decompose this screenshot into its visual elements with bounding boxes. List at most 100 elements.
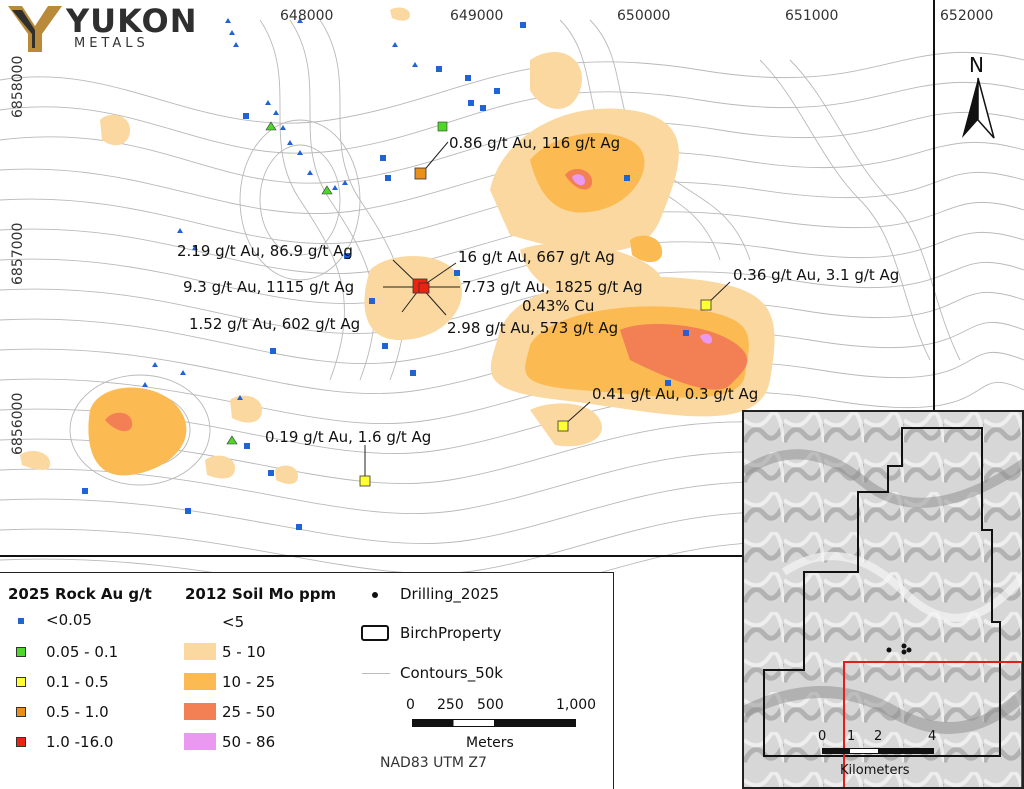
grid-labels: 648000 649000 650000 651000 652000 68580… [10,8,993,455]
rock-sample-marker [665,380,671,386]
rock-sample-marker [273,110,279,115]
rock-sample-marker [700,299,712,311]
soil-anomaly [620,324,748,390]
soil-legend-label: <5 [222,613,245,631]
property-legend-label: BirchProperty [400,624,502,642]
rock-sample-marker [480,105,486,111]
rock-sample-marker [412,62,418,67]
rock-samples-low [82,22,689,530]
rock-sample-marker [624,175,630,181]
drill-hole-icon [901,649,907,655]
soil-legend-label: 25 - 50 [222,703,276,721]
scale-tick: 0 [406,697,415,713]
rock-sample-marker [287,140,293,145]
rock-sample-marker [468,100,474,106]
rock-samples-green [226,121,448,445]
rock-sample-marker [342,180,348,185]
datum-label: NAD83 UTM Z7 [380,755,487,771]
sample-label: 16 g/t Au, 667 g/t Ag [458,248,615,266]
rock-sample-marker [265,100,271,105]
soil-anomalies [20,7,775,485]
inset-map: 0 1 2 4 Kilometers [742,410,1024,789]
rock-sample-marker [226,435,238,445]
rock-sample-marker [321,185,333,195]
rock-sample-marker [465,75,471,81]
soil-anomaly [700,333,712,344]
logo-sub: METALS [74,36,149,51]
sample-label: 0.36 g/t Au, 3.1 g/t Ag [733,266,899,284]
logo-name: YUKON [66,2,198,40]
rock-legend-label: 0.5 - 1.0 [46,703,109,721]
soil-anomaly [88,387,187,476]
rock-sample-marker [494,88,500,94]
rock-legend-title: 2025 Rock Au g/t [8,585,152,603]
rock-sample-marker [520,22,526,28]
inset-scale-tick: 4 [928,729,936,744]
sample-label: 0.43% Cu [522,297,594,315]
rock-sample-marker [437,121,448,132]
soil-anomaly [630,235,663,262]
contour-legend-swatch [362,673,390,674]
rock-legend-label: 1.0 -16.0 [46,733,114,751]
soil-anomaly [100,114,130,146]
north-label: N [969,53,984,77]
rock-legend-swatch [16,737,26,747]
rock-sample-marker [307,170,313,175]
rock-sample-marker [392,42,398,47]
scale-tick: 250 [437,697,464,713]
easting-label: 651000 [785,8,838,24]
scale-bar [412,719,576,727]
rock-sample-marker [557,420,569,432]
rock-sample-marker [177,228,183,233]
rock-sample-marker [185,508,191,514]
rock-legend-swatch [16,707,26,717]
soil-anomaly [572,174,585,186]
rock-sample-marker [265,121,277,131]
rock-legend-label: 0.1 - 0.5 [46,673,109,691]
logo: YUKON METALS [2,2,202,54]
rock-legend-label: <0.05 [46,611,92,629]
scale-tick: 500 [477,697,504,713]
soil-anomaly [530,51,582,109]
legend: 2025 Rock Au g/t 2012 Soil Mo ppm <0.05 … [0,572,614,789]
contour-legend-label: Contours_50k [400,664,503,682]
drilling-legend-dot-icon [372,592,378,598]
rock-sample-marker [82,488,88,494]
soil-legend-label: 10 - 25 [222,673,276,691]
rock-sample-marker [180,370,186,375]
rock-samples-high [359,167,712,487]
rock-sample-marker [454,270,460,276]
sample-labels: 0.86 g/t Au, 116 g/t Ag 2.19 g/t Au, 86.… [177,134,899,446]
main-map-extent [843,661,1022,787]
soil-anomaly [275,465,298,485]
sample-label: 2.98 g/t Au, 573 g/t Ag [447,319,618,337]
rock-sample-marker [380,155,386,161]
soil-anomaly [390,7,410,21]
drill-hole-icon [906,647,912,653]
sample-label: 1.52 g/t Au, 602 g/t Ag [189,315,360,333]
rock-sample-marker [410,370,416,376]
rock-sample-marker [436,66,442,72]
rock-sample-marker [382,343,388,349]
sample-label: 7.73 g/t Au, 1825 g/t Ag [462,278,643,296]
logo-mark-icon [8,6,62,52]
rock-sample-marker [683,330,689,336]
property-boundary [763,427,1001,757]
rock-legend-swatch [16,647,26,657]
easting-label: 650000 [617,8,670,24]
sample-label: 2.19 g/t Au, 86.9 g/t Ag [177,242,353,260]
rock-sample-marker [280,125,286,130]
rock-sample-marker [369,298,375,304]
rock-sample-marker [237,395,243,400]
inset-map-svg: 0 1 2 4 Kilometers [744,412,1022,787]
rock-sample-triangles [142,18,418,400]
inset-scale-unit: Kilometers [840,763,910,778]
rock-sample-marker [344,253,350,259]
rock-legend-swatch [16,677,26,687]
soil-legend-title: 2012 Soil Mo ppm [185,585,337,603]
rock-sample-marker [385,175,391,181]
rock-sample-marker [270,348,276,354]
sample-label: 0.86 g/t Au, 116 g/t Ag [449,134,620,152]
rock-sample-marker [418,282,430,294]
sample-label: 0.41 g/t Au, 0.3 g/t Ag [592,385,758,403]
